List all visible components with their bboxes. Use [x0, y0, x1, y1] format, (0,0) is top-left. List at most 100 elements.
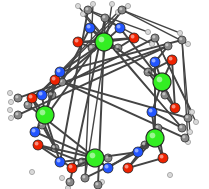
Circle shape	[117, 25, 121, 29]
Circle shape	[165, 43, 168, 46]
Circle shape	[15, 112, 18, 115]
Circle shape	[88, 44, 96, 52]
Circle shape	[102, 15, 105, 18]
Circle shape	[52, 77, 56, 81]
Circle shape	[15, 95, 18, 98]
Circle shape	[57, 159, 60, 163]
Circle shape	[57, 69, 60, 73]
Circle shape	[90, 153, 95, 158]
Circle shape	[145, 29, 150, 35]
Circle shape	[35, 142, 38, 146]
Circle shape	[153, 73, 171, 91]
Circle shape	[87, 25, 90, 29]
Circle shape	[151, 34, 159, 42]
Circle shape	[182, 135, 185, 138]
Circle shape	[9, 115, 14, 121]
Circle shape	[150, 57, 160, 67]
Circle shape	[30, 127, 40, 137]
Circle shape	[85, 7, 88, 10]
Circle shape	[69, 165, 73, 169]
Circle shape	[147, 107, 157, 117]
Circle shape	[14, 94, 22, 102]
Circle shape	[184, 114, 192, 122]
Circle shape	[32, 129, 36, 132]
Circle shape	[65, 185, 70, 189]
Circle shape	[37, 90, 47, 100]
Circle shape	[118, 6, 126, 14]
Circle shape	[177, 30, 182, 36]
Circle shape	[82, 175, 85, 178]
Circle shape	[78, 158, 86, 166]
Circle shape	[110, 2, 115, 6]
Circle shape	[24, 101, 32, 109]
Circle shape	[145, 69, 148, 72]
Circle shape	[36, 106, 54, 124]
Circle shape	[149, 109, 153, 112]
Circle shape	[39, 122, 42, 125]
Circle shape	[164, 42, 172, 50]
Circle shape	[51, 144, 59, 152]
Circle shape	[8, 91, 13, 95]
Circle shape	[181, 134, 189, 142]
Circle shape	[135, 149, 139, 153]
Circle shape	[158, 153, 168, 163]
Circle shape	[123, 163, 133, 173]
Circle shape	[125, 165, 129, 169]
Circle shape	[167, 173, 172, 177]
Circle shape	[39, 92, 42, 95]
Circle shape	[131, 35, 135, 39]
Circle shape	[25, 102, 28, 105]
Circle shape	[179, 125, 182, 128]
Circle shape	[38, 121, 46, 129]
Circle shape	[103, 163, 113, 173]
Circle shape	[29, 170, 34, 174]
Circle shape	[116, 9, 121, 15]
Circle shape	[149, 42, 154, 46]
Circle shape	[73, 37, 83, 47]
Circle shape	[48, 91, 56, 99]
Circle shape	[150, 133, 155, 138]
Circle shape	[14, 111, 22, 119]
Circle shape	[185, 115, 188, 118]
Circle shape	[49, 92, 52, 95]
Circle shape	[187, 129, 192, 135]
Circle shape	[90, 2, 96, 6]
Circle shape	[81, 174, 89, 182]
Circle shape	[167, 55, 177, 65]
Circle shape	[80, 12, 85, 16]
Circle shape	[29, 95, 33, 98]
Circle shape	[86, 149, 104, 167]
Circle shape	[133, 147, 143, 157]
Circle shape	[52, 145, 55, 148]
Circle shape	[115, 45, 119, 48]
Circle shape	[142, 142, 145, 145]
Circle shape	[66, 178, 74, 186]
Circle shape	[99, 180, 104, 184]
Circle shape	[8, 108, 13, 112]
Circle shape	[55, 67, 65, 77]
Circle shape	[169, 57, 172, 60]
Circle shape	[157, 77, 162, 82]
Circle shape	[84, 6, 92, 14]
Circle shape	[170, 103, 180, 113]
Circle shape	[50, 75, 60, 85]
Circle shape	[104, 154, 112, 162]
Circle shape	[144, 68, 152, 76]
Circle shape	[89, 45, 92, 48]
Circle shape	[60, 176, 65, 180]
Circle shape	[114, 44, 122, 52]
Circle shape	[75, 4, 80, 9]
Circle shape	[115, 23, 125, 33]
Circle shape	[152, 35, 155, 38]
Circle shape	[85, 23, 95, 33]
Circle shape	[178, 124, 186, 132]
Circle shape	[152, 59, 155, 63]
Circle shape	[94, 181, 102, 189]
Circle shape	[95, 182, 98, 185]
Circle shape	[119, 7, 122, 10]
Circle shape	[101, 14, 109, 22]
Circle shape	[160, 155, 163, 159]
Circle shape	[105, 165, 108, 169]
Circle shape	[125, 4, 130, 9]
Circle shape	[40, 110, 45, 115]
